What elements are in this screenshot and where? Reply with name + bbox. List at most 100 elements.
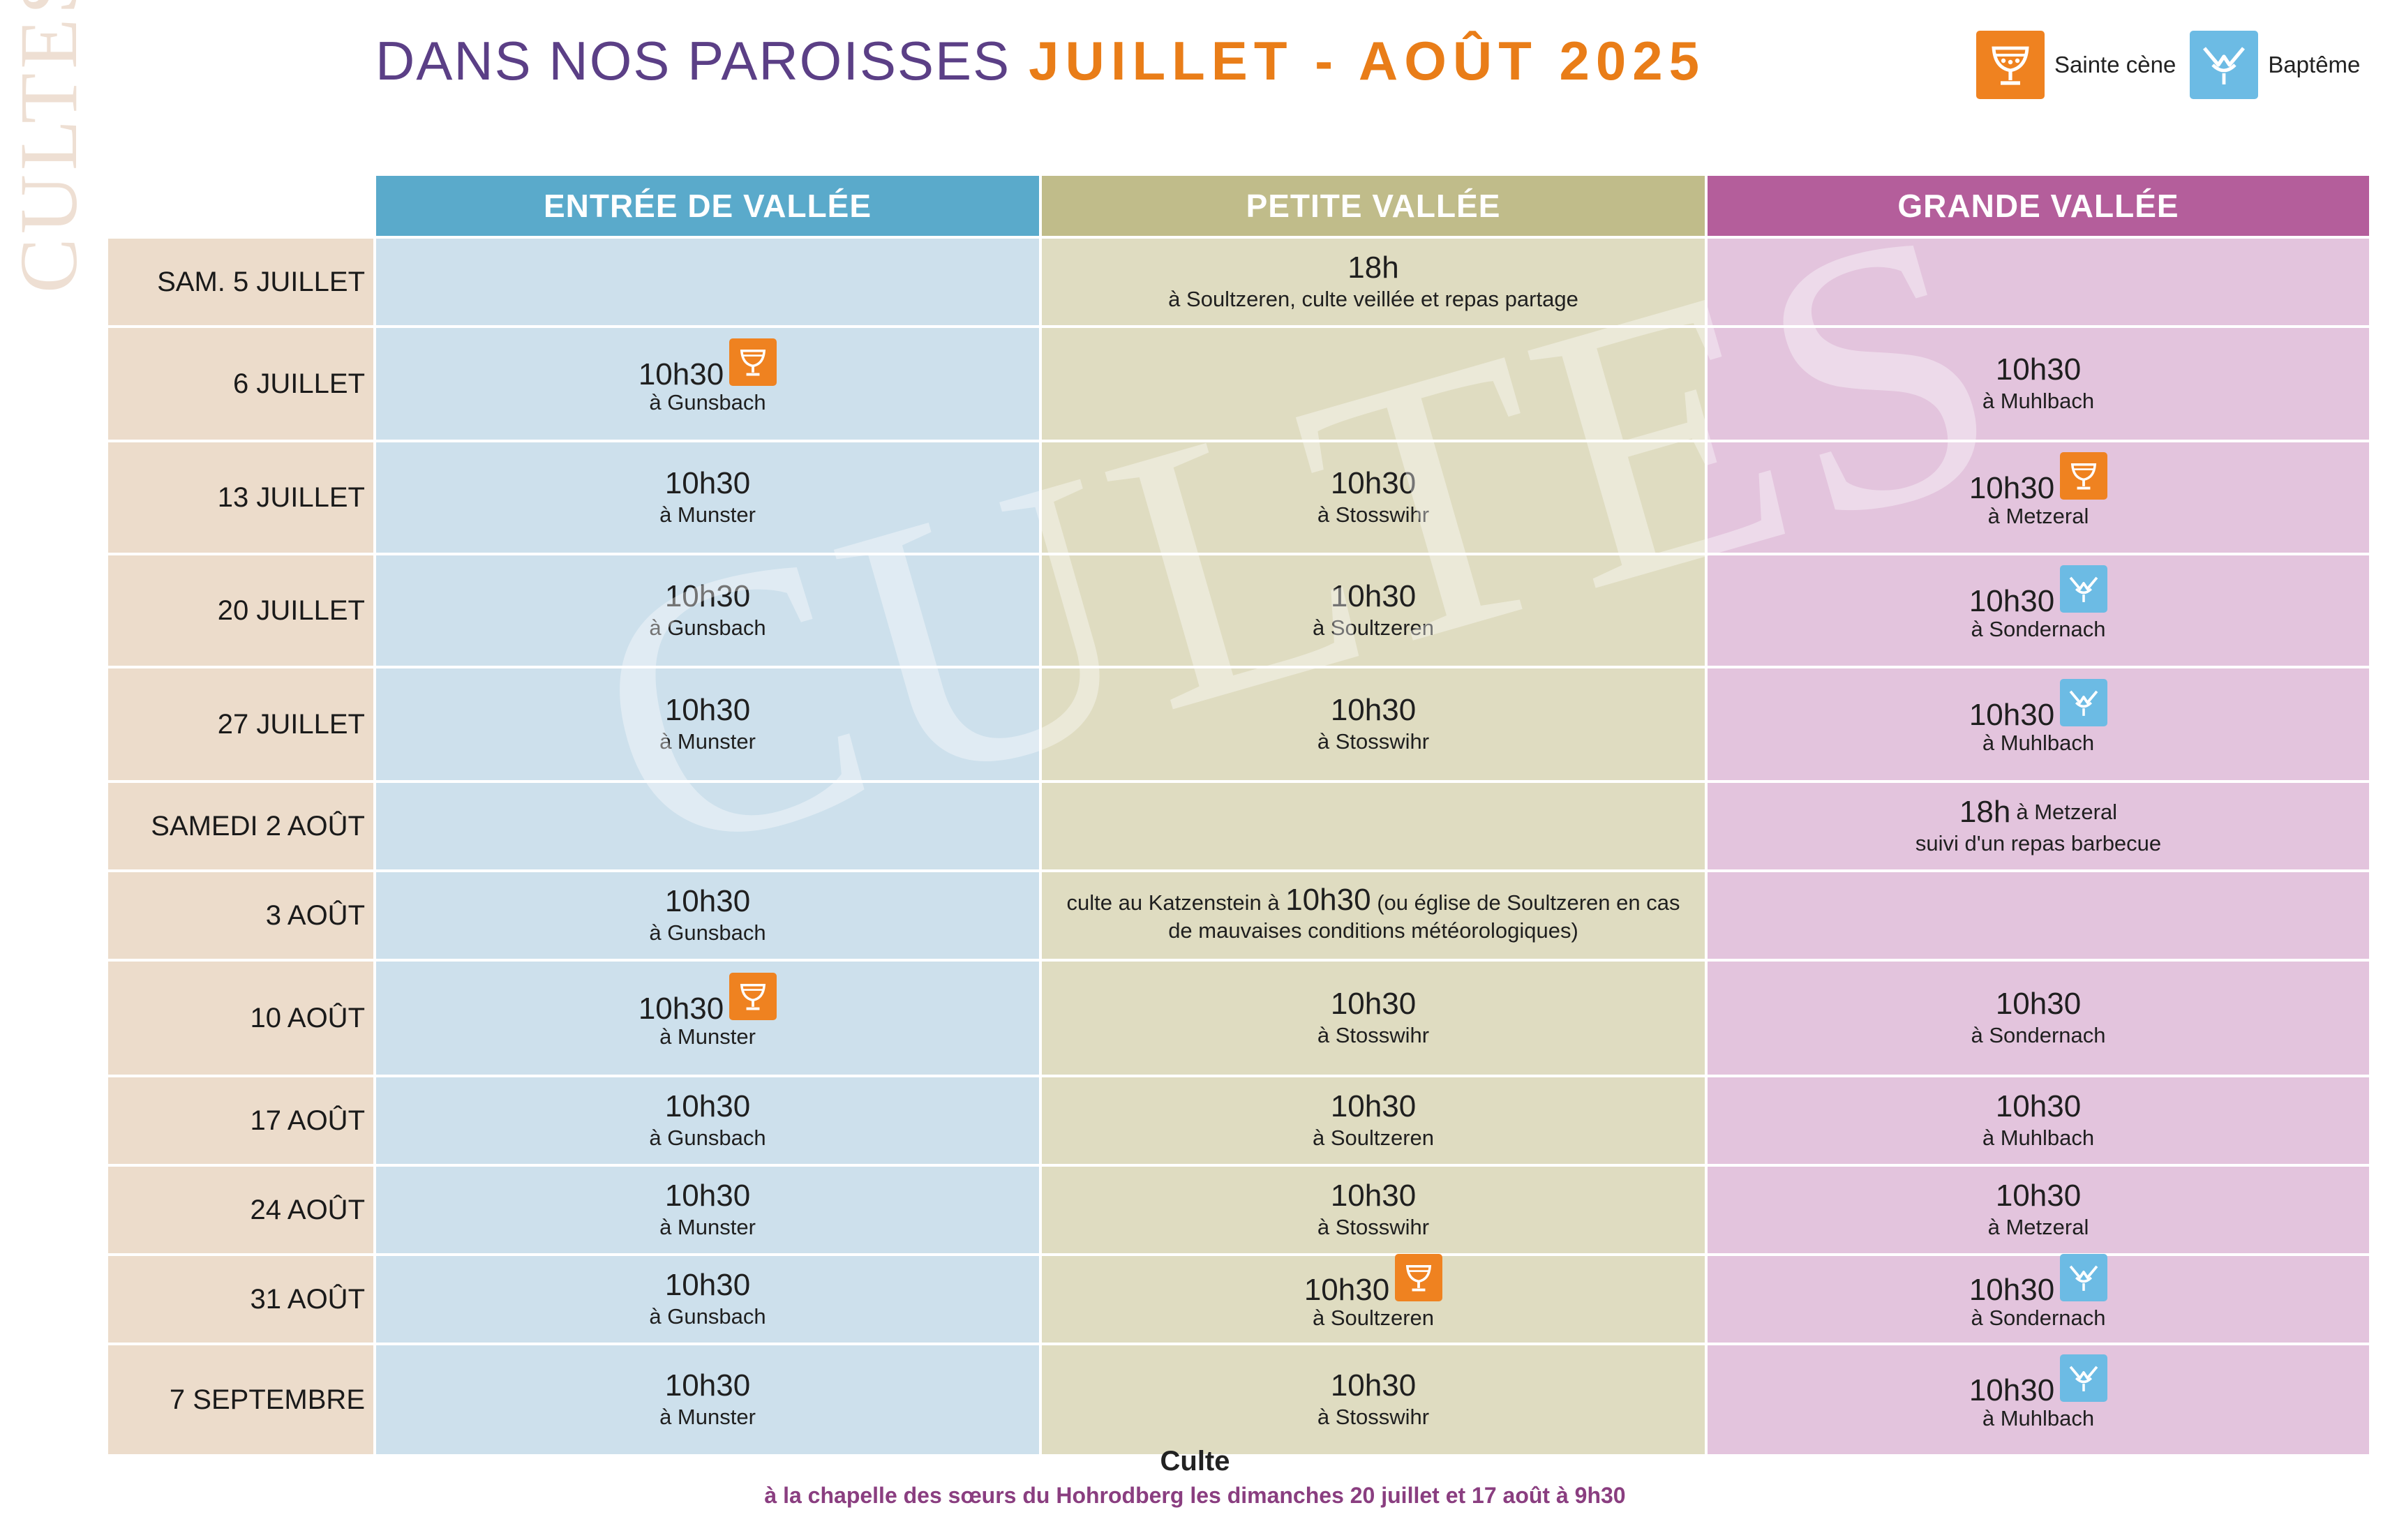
service-place: à Munster: [659, 502, 756, 527]
service-time: 10h30: [1995, 1089, 2082, 1123]
service-time-line: 10h30: [1996, 352, 2081, 387]
service-cell: 10h30 à Muhlbach: [1708, 328, 2369, 440]
service-cell: 18h à Soultzeren, culte veillée et repas …: [1042, 239, 1705, 325]
service-cell: 10h30 à Sondernach: [1708, 1254, 2369, 1343]
service-place: à Muhlbach: [1982, 1406, 2095, 1430]
table-row: 17 AOÛT 10h30 à Gunsbach 10h30 à Soultzeren 1…: [108, 1077, 2369, 1164]
baptism-icon: [2060, 565, 2108, 613]
service-cell: 10h30 à Sondernach: [1708, 962, 2369, 1075]
table-row: 3 AOÛT 10h30 à Gunsbach culte au Katzenstei…: [108, 872, 2369, 959]
service-time-line: 10h30: [1331, 987, 1416, 1022]
service-time: 10h30: [1995, 987, 2082, 1021]
service-place: à Stosswihr: [1317, 1023, 1430, 1047]
service-cell: 10h30 à Munster: [376, 1167, 1039, 1253]
service-place: à Muhlbach: [1982, 1126, 2095, 1150]
service-time: 10h30: [1969, 1373, 2055, 1407]
service-time-line: 10h30: [665, 579, 750, 614]
baptism-icon: [2060, 1354, 2108, 1402]
legend-label-communion: Sainte cène: [2054, 52, 2176, 77]
service-place: à Gunsbach: [649, 920, 766, 945]
table-row: 7 SEPTEMBRE 10h30 à Munster 10h30 à Stosswih…: [108, 1345, 2369, 1454]
table-row: SAMEDI 2 AOÛT 18h à Metzeral suivi d'un rep…: [108, 783, 2369, 869]
service-time-line: 10h30: [1331, 1368, 1416, 1403]
service-time: 18h: [1959, 795, 2011, 829]
service-place: à Stosswihr: [1317, 1215, 1430, 1239]
row-date: SAMEDI 2 AOÛT: [108, 783, 373, 869]
service-time: 10h30: [664, 1089, 751, 1123]
service-time-line: 10h30: [665, 466, 750, 501]
service-prefix: culte au Katzenstein à: [1066, 890, 1280, 915]
service-cell: 10h30 à Gunsbach: [376, 328, 1039, 440]
service-time-line: 10h30: [665, 1089, 750, 1124]
service-time-line: 10h30: [1996, 1179, 2081, 1213]
service-time-line: 10h30: [665, 693, 750, 728]
service-place: à Muhlbach: [1982, 389, 2095, 413]
row-date: 20 JUILLET: [108, 555, 373, 666]
service-cell: 10h30 à Gunsbach: [376, 872, 1039, 959]
row-date: 13 JUILLET: [108, 442, 373, 553]
chalice-icon: [729, 338, 777, 386]
service-time: 10h30: [1330, 466, 1417, 500]
service-time: 18h: [1347, 251, 1399, 285]
service-place: à Munster: [659, 1405, 756, 1429]
service-place: à Soultzeren: [1312, 1126, 1435, 1150]
service-place: à Sondernach: [1971, 617, 2106, 641]
service-time: 10h30: [1969, 584, 2055, 618]
chalice-icon: [1395, 1254, 1443, 1301]
service-time-line: 10h30: [1969, 1354, 2108, 1414]
service-cell: 10h30 à Munster: [376, 668, 1039, 780]
service-suffix: (ou église de Soultzeren en cas: [1377, 890, 1680, 915]
service-cell: [376, 239, 1039, 325]
service-cell: 10h30 à Stosswihr: [1042, 962, 1705, 1075]
table-row: 24 AOÛT 10h30 à Munster 10h30 à Stosswihr 10h…: [108, 1167, 2369, 1253]
chalice-icon: [2060, 452, 2108, 500]
service-cell: 10h30 à Gunsbach: [376, 1077, 1039, 1164]
service-place: à Stosswihr: [1317, 502, 1430, 527]
service-time-line: 10h30: [1331, 466, 1416, 501]
column-header-1: PETITE VALLÉE: [1042, 176, 1705, 236]
service-cell: 10h30 à Muhlbach: [1708, 668, 2369, 780]
legend: Sainte cène Baptême: [1976, 27, 2374, 103]
service-cell: [1708, 872, 2369, 959]
column-header-2: GRANDE VALLÉE: [1708, 176, 2369, 236]
service-place: à Stosswihr: [1317, 1405, 1430, 1429]
service-cell: 10h30 à Metzeral: [1708, 1167, 2369, 1253]
page-title: DANS NOS PAROISSES JUILLET - AOÛT 2025: [375, 29, 1705, 93]
service-time-line: 10h30: [1331, 1179, 1416, 1213]
service-time: 10h30: [638, 357, 724, 391]
service-cell: 10h30 à Munster: [376, 442, 1039, 553]
service-cell: 10h30 à Stosswihr: [1042, 1167, 1705, 1253]
service-time-line: 10h30: [1331, 579, 1416, 614]
table-row: 6 JUILLET 10h30 à Gunsbach 10h30 à Muhlbach: [108, 328, 2369, 440]
service-time: 10h30: [1995, 1179, 2082, 1213]
service-time-line: 10h30: [1996, 1089, 2081, 1124]
service-cell: [376, 783, 1039, 869]
service-time-line: 10h30: [665, 1368, 750, 1403]
title-part1: DANS NOS PAROISSES: [375, 30, 1011, 91]
service-time: 10h30: [638, 992, 724, 1026]
service-place: à Metzeral: [1987, 1215, 2089, 1239]
service-time-line: 10h30: [665, 1268, 750, 1303]
service-cell: 10h30 à Muhlbach: [1708, 1077, 2369, 1164]
baptism-icon: [2060, 679, 2108, 726]
baptism-icon: [2060, 1254, 2108, 1301]
title-part2: JUILLET - AOÛT 2025: [1029, 30, 1706, 91]
service-cell: [1042, 328, 1705, 440]
service-place: à Gunsbach: [649, 1126, 766, 1150]
service-place: à Gunsbach: [649, 615, 766, 640]
service-place: à Metzeral: [1987, 504, 2089, 528]
service-place: à Munster: [659, 1024, 756, 1049]
row-date: 10 AOÛT: [108, 962, 373, 1075]
service-time: 10h30: [664, 884, 751, 918]
service-time: 10h30: [1995, 352, 2082, 387]
footer-text: à la chapelle des sœurs du Hohrodberg le…: [764, 1483, 1626, 1508]
service-time-line: 10h30: [1969, 679, 2108, 739]
row-date: 27 JUILLET: [108, 668, 373, 780]
service-time-line: 10h30: [1331, 1089, 1416, 1124]
service-place: à Sondernach: [1971, 1306, 2106, 1330]
service-cell: 10h30 à Stosswihr: [1042, 1345, 1705, 1454]
service-time-line: 10h30: [665, 884, 750, 919]
service-cell: 10h30 à Soultzeren: [1042, 1077, 1705, 1164]
column-header-0: ENTRÉE DE VALLÉE: [376, 176, 1039, 236]
service-place: à Munster: [659, 1215, 756, 1239]
